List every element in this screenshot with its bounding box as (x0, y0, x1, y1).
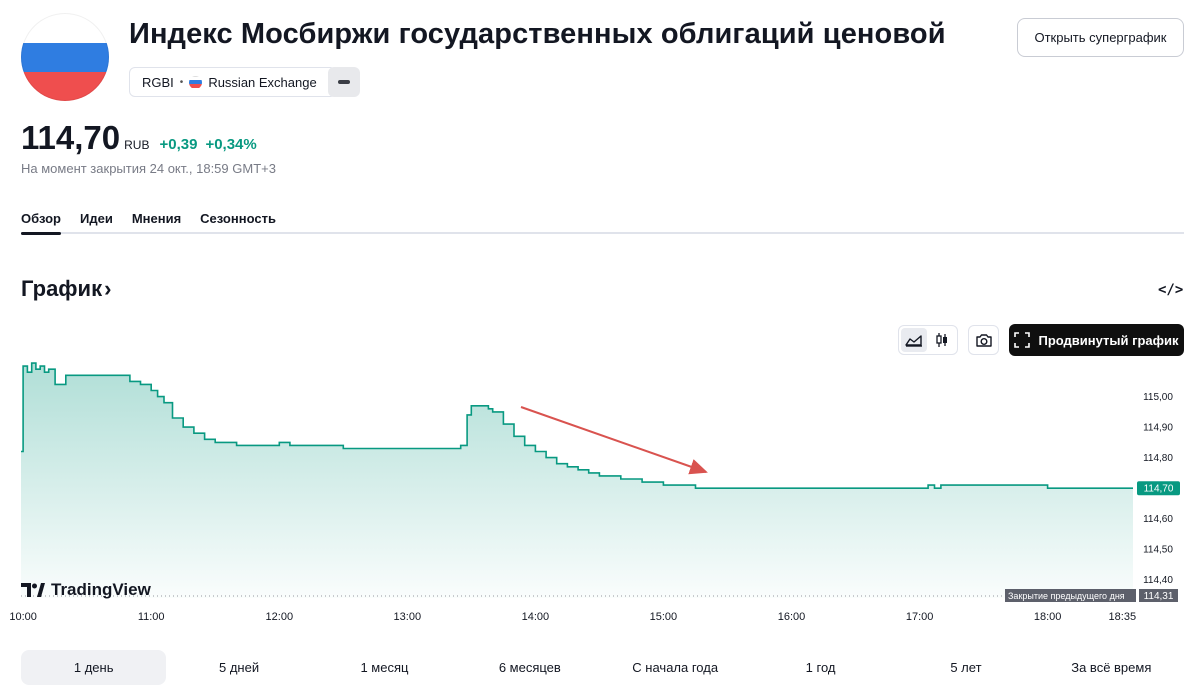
x-tick-label: 13:00 (394, 611, 422, 623)
annotation-arrow (520, 406, 708, 475)
price-change: +0,39 (159, 136, 198, 153)
x-tick-label: 12:00 (266, 611, 294, 623)
prev-close-value: 114,31 (1144, 591, 1174, 602)
symbol-ticker: RGBI (142, 74, 174, 90)
y-tick-label: 114,60 (1143, 514, 1173, 525)
tradingview-logo-icon (21, 583, 45, 597)
y-tick-label: 114,40 (1143, 575, 1173, 586)
separator-dot: • (179, 76, 184, 88)
last-price-label: 114,70 (1144, 484, 1174, 495)
last-price: 114,70 (21, 119, 121, 156)
prev-close-label: Закрытие предыдущего дня (1008, 591, 1125, 601)
range-1-year[interactable]: 1 год (805, 660, 836, 675)
exchange-name: Russian Exchange (208, 74, 317, 90)
chevron-right-icon: › (104, 276, 112, 301)
last-price-badge (1137, 481, 1180, 496)
tab-overview[interactable]: Обзор (21, 211, 61, 235)
y-tick-label: 114,90 (1143, 423, 1173, 434)
x-tick-label: 18:35 (1109, 611, 1137, 623)
minus-icon (338, 80, 350, 84)
tab-seasonality[interactable]: Сезонность (200, 211, 276, 226)
section-title: График (21, 276, 103, 301)
tab-ideas[interactable]: Идеи (80, 211, 113, 226)
tradingview-logo-text: TradingView (51, 580, 151, 599)
y-tick-label: 114,50 (1143, 545, 1173, 556)
prev-close-value-box (1139, 589, 1178, 602)
price-change-percent: +0,34% (205, 136, 257, 153)
advanced-chart-label: Продвинутый график (1038, 332, 1179, 348)
price-chart[interactable]: Закрытие предыдущего дня 114,31 115,00 114… (0, 360, 1200, 630)
fullscreen-icon (1014, 332, 1031, 348)
screenshot-button[interactable] (968, 325, 999, 355)
x-tick-label: 17:00 (906, 611, 934, 623)
range-6-months[interactable]: 6 месяцев (498, 660, 561, 675)
candles-button[interactable] (929, 328, 955, 352)
chart-style-toggle (898, 325, 958, 355)
time-range-selector: 1 день 5 дней 1 месяц 6 месяцев С начала… (21, 650, 1184, 685)
prev-close-label-box (1005, 589, 1136, 602)
tabs-divider (21, 232, 1184, 234)
tradingview-logo: TradingView (21, 580, 151, 600)
range-5-years[interactable]: 5 лет (950, 660, 982, 675)
area-chart-icon (905, 335, 922, 347)
chart-section-link[interactable]: График › (21, 276, 111, 302)
symbol-badge[interactable]: RGBI • Russian Exchange (129, 67, 336, 97)
x-tick-label: 16:00 (778, 611, 806, 623)
area-chart-button[interactable] (901, 328, 927, 352)
price-area-fill (21, 363, 1133, 598)
x-tick-label: 14:00 (522, 611, 550, 623)
x-tick-label: 10:00 (9, 611, 37, 623)
price-row: 114,70 RUB +0,39 +0,34% (21, 119, 257, 157)
x-tick-label: 11:00 (138, 611, 165, 623)
page-title: Индекс Мосбиржи государственных облигаци… (129, 18, 946, 50)
x-tick-label: 15:00 (650, 611, 678, 623)
market-status-text: На момент закрытия 24 окт., 18:59 GMT+3 (21, 161, 276, 176)
minus-button[interactable] (328, 67, 360, 97)
tab-opinions[interactable]: Мнения (131, 211, 182, 226)
y-tick-label: 115,00 (1143, 392, 1173, 403)
exchange-flag-icon (189, 75, 203, 89)
range-1-day[interactable]: 1 день (21, 650, 167, 685)
range-5-days[interactable]: 5 дней (219, 660, 260, 675)
range-all-time[interactable]: За всё время (1071, 660, 1152, 675)
tab-bar: Обзор Идеи Мнения Сезонность (21, 211, 295, 235)
price-line (21, 362, 1133, 489)
candles-icon (936, 333, 947, 347)
range-ytd[interactable]: С начала года (632, 660, 719, 675)
currency: RUB (124, 138, 150, 152)
camera-icon (975, 333, 992, 347)
range-1-month[interactable]: 1 месяц (360, 660, 409, 675)
advanced-chart-button[interactable]: Продвинутый график (1009, 324, 1184, 356)
y-tick-label: 114,80 (1143, 453, 1173, 464)
open-supercharts-button[interactable]: Открыть суперграфик (1017, 18, 1184, 57)
x-tick-label: 18:00 (1034, 611, 1062, 623)
embed-code-icon[interactable]: </> (1158, 282, 1184, 298)
